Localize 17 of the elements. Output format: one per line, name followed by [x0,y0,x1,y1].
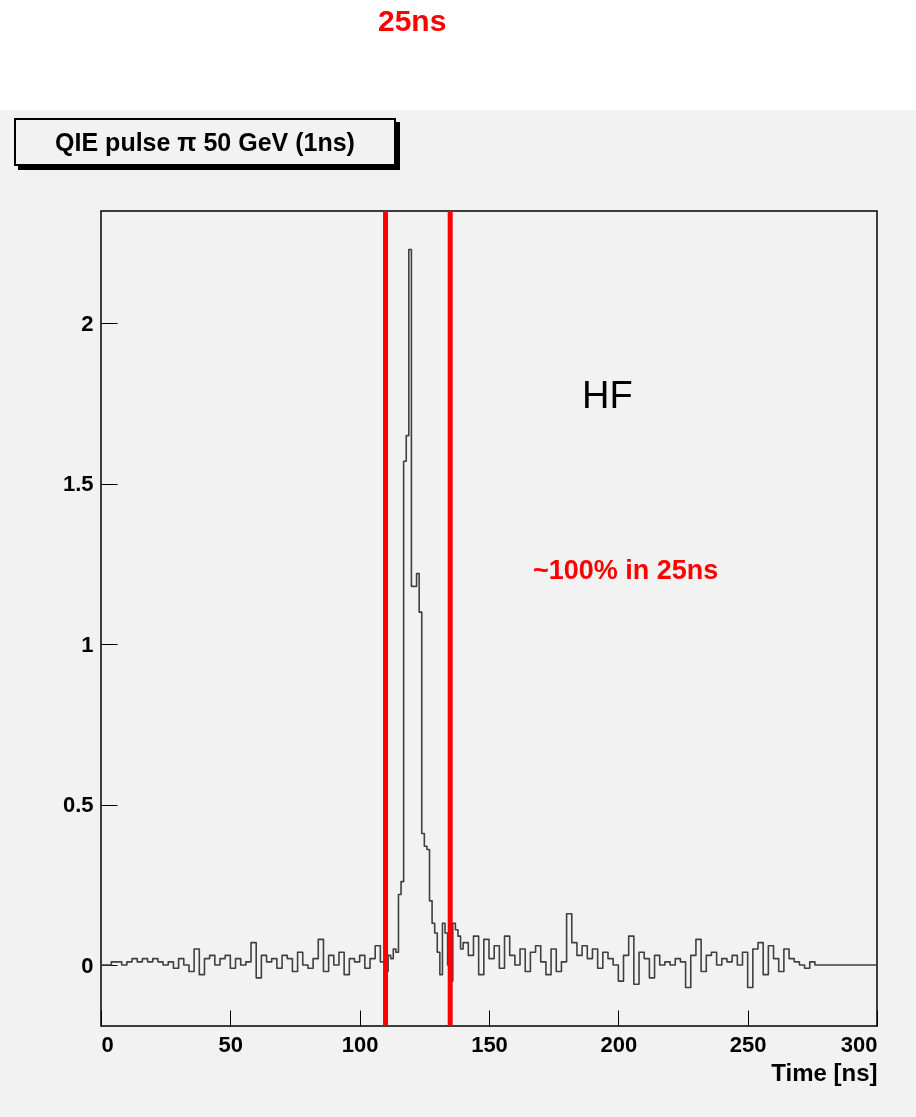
x-tick-label: 250 [729,1031,767,1057]
y-tick-label: 1 [81,631,94,657]
chart-title: QIE pulse π 50 GeV (1ns) [14,118,396,166]
annotation: ~100% in 25ns [533,555,719,586]
x-tick-label: 100 [341,1031,379,1057]
y-tick-label: 0.5 [62,792,94,818]
x-tick-label: 150 [471,1031,508,1057]
y-tick-label: 1.5 [62,471,94,497]
text: 25ns [378,4,447,38]
y-tick-label: 0 [81,952,94,978]
x-tick-label: 200 [600,1031,638,1057]
x-axis-title: Time [ns] [771,1058,878,1086]
x-tick-label: 0 [101,1031,114,1057]
x-tick-label: 50 [218,1031,244,1057]
x-tick-label: 300 [840,1031,878,1057]
annotation: HF [582,374,633,417]
y-tick-label: 2 [81,310,94,336]
